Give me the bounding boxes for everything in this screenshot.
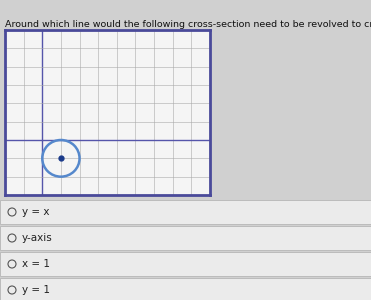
Text: Around which line would the following cross-section need to be revolved to creat: Around which line would the following cr… xyxy=(5,20,371,29)
Text: y-axis: y-axis xyxy=(22,233,53,243)
Text: x = 1: x = 1 xyxy=(22,259,50,269)
Text: y = x: y = x xyxy=(22,207,49,217)
FancyBboxPatch shape xyxy=(0,252,371,276)
Text: y = 1: y = 1 xyxy=(22,285,50,295)
FancyBboxPatch shape xyxy=(0,226,371,250)
FancyBboxPatch shape xyxy=(0,200,371,224)
FancyBboxPatch shape xyxy=(0,278,371,300)
